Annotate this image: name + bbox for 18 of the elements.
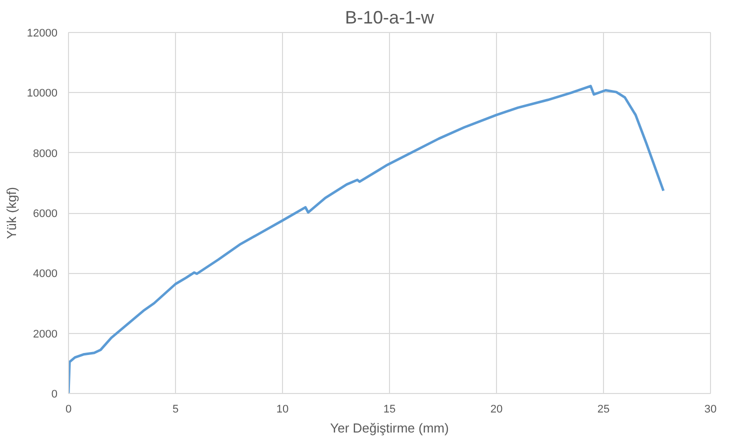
y-tick-label: 4000 (33, 268, 58, 280)
y-tick-label: 8000 (33, 148, 58, 160)
y-tick-label: 6000 (33, 208, 58, 220)
x-tick-label: 25 (597, 404, 610, 416)
x-tick-label: 5 (172, 404, 179, 416)
x-tick-label: 30 (704, 404, 717, 416)
y-axis-title: Yük (kgf) (4, 186, 19, 240)
y-tick-label: 2000 (33, 328, 58, 340)
line-series (68, 84, 665, 394)
y-tick-label: 12000 (26, 28, 58, 40)
y-tick-label: 0 (51, 388, 58, 400)
x-tick-label: 20 (490, 404, 503, 416)
chart-title: B-10-a-1-w (344, 8, 436, 28)
y-tick-label: 10000 (26, 88, 58, 100)
x-tick-label: 15 (383, 404, 396, 416)
x-axis-title: Yer Değiştirme (mm) (330, 420, 449, 436)
x-tick-label: 0 (65, 404, 72, 416)
x-tick-label: 10 (276, 404, 289, 416)
